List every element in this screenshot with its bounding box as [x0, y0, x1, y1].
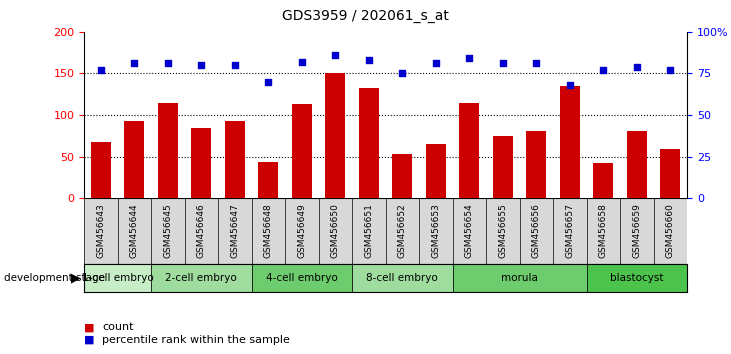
Point [296, 59, 308, 65]
Point [162, 61, 174, 66]
Bar [251, 264, 352, 292]
Text: GSM456659: GSM456659 [632, 204, 641, 258]
Point [463, 56, 475, 61]
Bar [292, 104, 312, 198]
Bar [352, 264, 452, 292]
Bar [151, 264, 251, 292]
Point [430, 61, 442, 66]
Bar [158, 103, 178, 198]
Text: GSM456656: GSM456656 [532, 204, 541, 258]
Text: GSM456649: GSM456649 [298, 204, 306, 258]
Bar [587, 264, 687, 292]
Bar [627, 131, 647, 198]
Point [631, 64, 643, 70]
Point [564, 82, 576, 88]
Text: GSM456648: GSM456648 [264, 204, 273, 258]
Point [262, 79, 274, 85]
Text: GSM456660: GSM456660 [666, 204, 675, 258]
Point [95, 67, 107, 73]
Text: GSM456658: GSM456658 [599, 204, 608, 258]
Text: GSM456644: GSM456644 [130, 204, 139, 258]
Text: GSM456655: GSM456655 [499, 204, 507, 258]
Text: GSM456657: GSM456657 [565, 204, 575, 258]
Text: GSM456646: GSM456646 [197, 204, 206, 258]
Text: blastocyst: blastocyst [610, 273, 664, 283]
Text: ■: ■ [84, 322, 94, 332]
Bar [325, 74, 345, 198]
Point [363, 57, 375, 63]
Text: development stage: development stage [4, 273, 105, 283]
Bar [84, 264, 151, 292]
Text: 8-cell embryo: 8-cell embryo [366, 273, 438, 283]
Text: 4-cell embryo: 4-cell embryo [266, 273, 338, 283]
Text: GSM456650: GSM456650 [331, 204, 340, 258]
Bar [124, 121, 145, 198]
Text: ■: ■ [84, 335, 94, 345]
Text: ▶: ▶ [71, 272, 80, 284]
Text: count: count [102, 322, 134, 332]
Point [497, 61, 509, 66]
Text: GSM456647: GSM456647 [230, 204, 239, 258]
Bar [91, 142, 111, 198]
Text: GDS3959 / 202061_s_at: GDS3959 / 202061_s_at [282, 9, 449, 23]
Point [229, 62, 240, 68]
Bar [393, 154, 412, 198]
Text: percentile rank within the sample: percentile rank within the sample [102, 335, 290, 345]
Text: GSM456652: GSM456652 [398, 204, 407, 258]
Point [597, 67, 609, 73]
Point [664, 67, 676, 73]
Text: GSM456654: GSM456654 [465, 204, 474, 258]
Text: GSM456643: GSM456643 [96, 204, 105, 258]
Bar [258, 162, 279, 198]
Bar [560, 86, 580, 198]
Point [195, 62, 207, 68]
Point [531, 61, 542, 66]
Text: 1-cell embryo: 1-cell embryo [82, 273, 154, 283]
Point [396, 71, 408, 76]
Bar [526, 131, 547, 198]
Text: GSM456651: GSM456651 [364, 204, 374, 258]
Bar [594, 163, 613, 198]
Bar [425, 144, 446, 198]
Bar [359, 87, 379, 198]
Bar [192, 127, 211, 198]
Text: morula: morula [501, 273, 538, 283]
Bar [452, 264, 587, 292]
Point [129, 61, 140, 66]
Bar [225, 121, 245, 198]
Text: 2-cell embryo: 2-cell embryo [165, 273, 237, 283]
Bar [459, 103, 480, 198]
Point [330, 52, 341, 58]
Bar [493, 136, 513, 198]
Text: GSM456653: GSM456653 [431, 204, 440, 258]
Text: GSM456645: GSM456645 [163, 204, 173, 258]
Bar [660, 149, 681, 198]
